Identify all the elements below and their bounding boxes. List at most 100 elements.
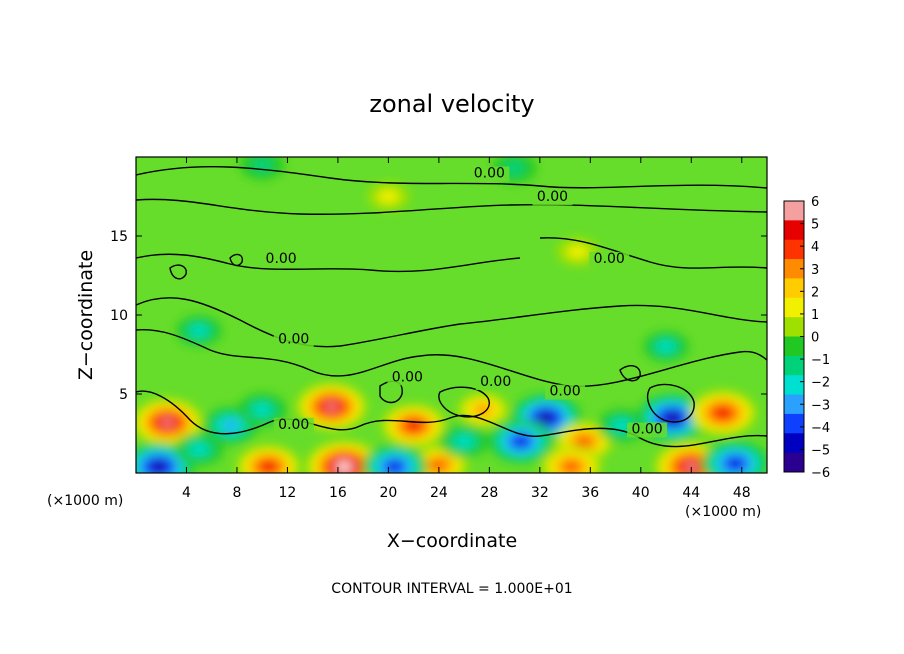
- x-tick-label: 36: [581, 485, 599, 501]
- y-tick-label: 10: [110, 308, 128, 324]
- anomaly-blob: [685, 463, 697, 471]
- anomaly-blob: [339, 463, 350, 470]
- anomaly-blob: [326, 403, 337, 411]
- contour-line: [136, 297, 767, 348]
- contour-line: [136, 165, 767, 189]
- colorbar-tick-label: −5: [811, 443, 830, 458]
- colorbar-swatch: [784, 201, 804, 221]
- velocity-field: 0.00 0.00 0.00 0.00 0.00 0.00 0.00 0.00 0.00 0.00: [136, 157, 767, 473]
- contour-label: 0.00: [632, 422, 663, 438]
- x-tick-label: 32: [531, 485, 549, 501]
- anomaly-blob: [254, 404, 271, 416]
- contour-line: [136, 390, 767, 448]
- zero-contours: [136, 165, 767, 448]
- colorbar-swatch: [784, 452, 804, 473]
- contour-label: 0.00: [537, 189, 568, 205]
- anomaly-blob: [408, 421, 420, 430]
- colorbar-swatch: [784, 433, 804, 454]
- anomaly-blob: [515, 437, 527, 446]
- anomaly-blob: [263, 463, 274, 471]
- colorbar-tick-label: −1: [811, 353, 830, 368]
- x-tick-label: 20: [379, 485, 397, 501]
- contour-line: [136, 253, 521, 273]
- x-tick-label: 40: [632, 485, 650, 501]
- colorbar-swatch: [784, 239, 804, 260]
- contour-label-bg: [261, 251, 302, 267]
- colorbar-tick-label: 6: [811, 195, 819, 210]
- anomaly-blob: [191, 325, 207, 336]
- colorbar-swatch: [784, 317, 804, 337]
- x-tick-label: 44: [682, 485, 700, 501]
- contour-label: 0.00: [474, 166, 505, 182]
- y-axis-label: Z−coordinate: [75, 250, 97, 380]
- contour-line: [136, 198, 767, 215]
- contour-line: [229, 253, 244, 267]
- colorbar-tick-label: 4: [811, 240, 819, 255]
- contour-label: 0.00: [266, 251, 297, 267]
- anomaly-blob: [578, 437, 590, 446]
- colorbar-tick-label: 1: [811, 308, 819, 323]
- colorbar-tick-label: −6: [811, 466, 830, 481]
- contour-labels: 0.00 0.00 0.00 0.00 0.00 0.00 0.00 0.00 0.00 0.00: [261, 166, 668, 438]
- contour-label: 0.00: [549, 384, 580, 400]
- chart-title: zonal velocity: [369, 90, 534, 118]
- contour-label-bg: [387, 370, 428, 386]
- anomaly-blob: [658, 341, 674, 352]
- contour-label-bg: [532, 190, 573, 206]
- x-tick-label: 28: [480, 485, 498, 501]
- x-axis: 4 8 12 16 20 24 28 32 36 40 44 48: [182, 157, 751, 501]
- x-tick-label: 12: [279, 485, 297, 501]
- colorbar-tick-label: −2: [811, 376, 830, 391]
- anomaly-blob: [729, 459, 742, 468]
- contour-label-bg: [469, 166, 510, 182]
- anomaly-blob: [223, 420, 238, 431]
- anomaly-blob: [717, 409, 729, 417]
- x-tick-label: 24: [430, 485, 448, 501]
- anomaly-blob: [377, 189, 399, 204]
- colorbar-swatch: [784, 220, 804, 241]
- contour-line: [169, 264, 187, 280]
- contour-label-bg: [273, 417, 314, 433]
- colorbar-swatch: [784, 278, 804, 299]
- contour-line: [438, 386, 490, 418]
- x-unit-right: (×1000 m): [685, 504, 761, 520]
- contour-label-bg: [589, 251, 630, 267]
- anomaly-blob: [565, 462, 578, 471]
- colorbar-tick-label: −3: [811, 398, 830, 413]
- x-tick-label: 4: [182, 485, 191, 501]
- anomaly-blob: [190, 443, 208, 455]
- velocity-anomalies: [136, 157, 767, 473]
- x-axis-label: X−coordinate: [387, 530, 517, 552]
- colorbar-swatch: [784, 336, 804, 357]
- colorbar-ticks: 6 5 4 3 2 1 0 −1 −2 −3 −4 −5 −6: [800, 195, 830, 481]
- x-unit-left: (×1000 m): [47, 493, 123, 509]
- anomaly-blob: [153, 463, 164, 471]
- contour-label: 0.00: [278, 331, 309, 347]
- anomaly-blob: [433, 461, 445, 470]
- anomaly-blob: [541, 414, 552, 422]
- contour-label: 0.00: [278, 417, 309, 433]
- y-tick-label: 5: [119, 387, 128, 403]
- contour-label-bg: [545, 384, 586, 400]
- contour-line: [539, 237, 767, 269]
- contour-label-bg: [273, 332, 314, 348]
- contour-label: 0.00: [480, 374, 511, 390]
- y-axis: 5 10 15: [110, 229, 767, 403]
- x-tick-label: 48: [733, 485, 751, 501]
- colorbar-swatch: [784, 375, 804, 396]
- colorbar-tick-label: 2: [811, 285, 819, 300]
- colorbar-swatch: [784, 259, 804, 279]
- anomaly-blob: [567, 244, 589, 259]
- contour-line: [646, 383, 695, 423]
- anomaly-blob: [389, 463, 401, 471]
- colorbar-tick-label: 5: [811, 218, 819, 233]
- colorbar: [784, 201, 804, 473]
- x-tick-label: 16: [329, 485, 347, 501]
- contour-label-bg: [475, 375, 516, 391]
- contour-interval-note: CONTOUR INTERVAL = 1.000E+01: [331, 581, 572, 597]
- y-tick-label: 15: [110, 229, 128, 245]
- colorbar-tick-label: 3: [811, 263, 819, 278]
- anomaly-blob: [162, 418, 173, 426]
- colorbar-swatch: [784, 355, 804, 376]
